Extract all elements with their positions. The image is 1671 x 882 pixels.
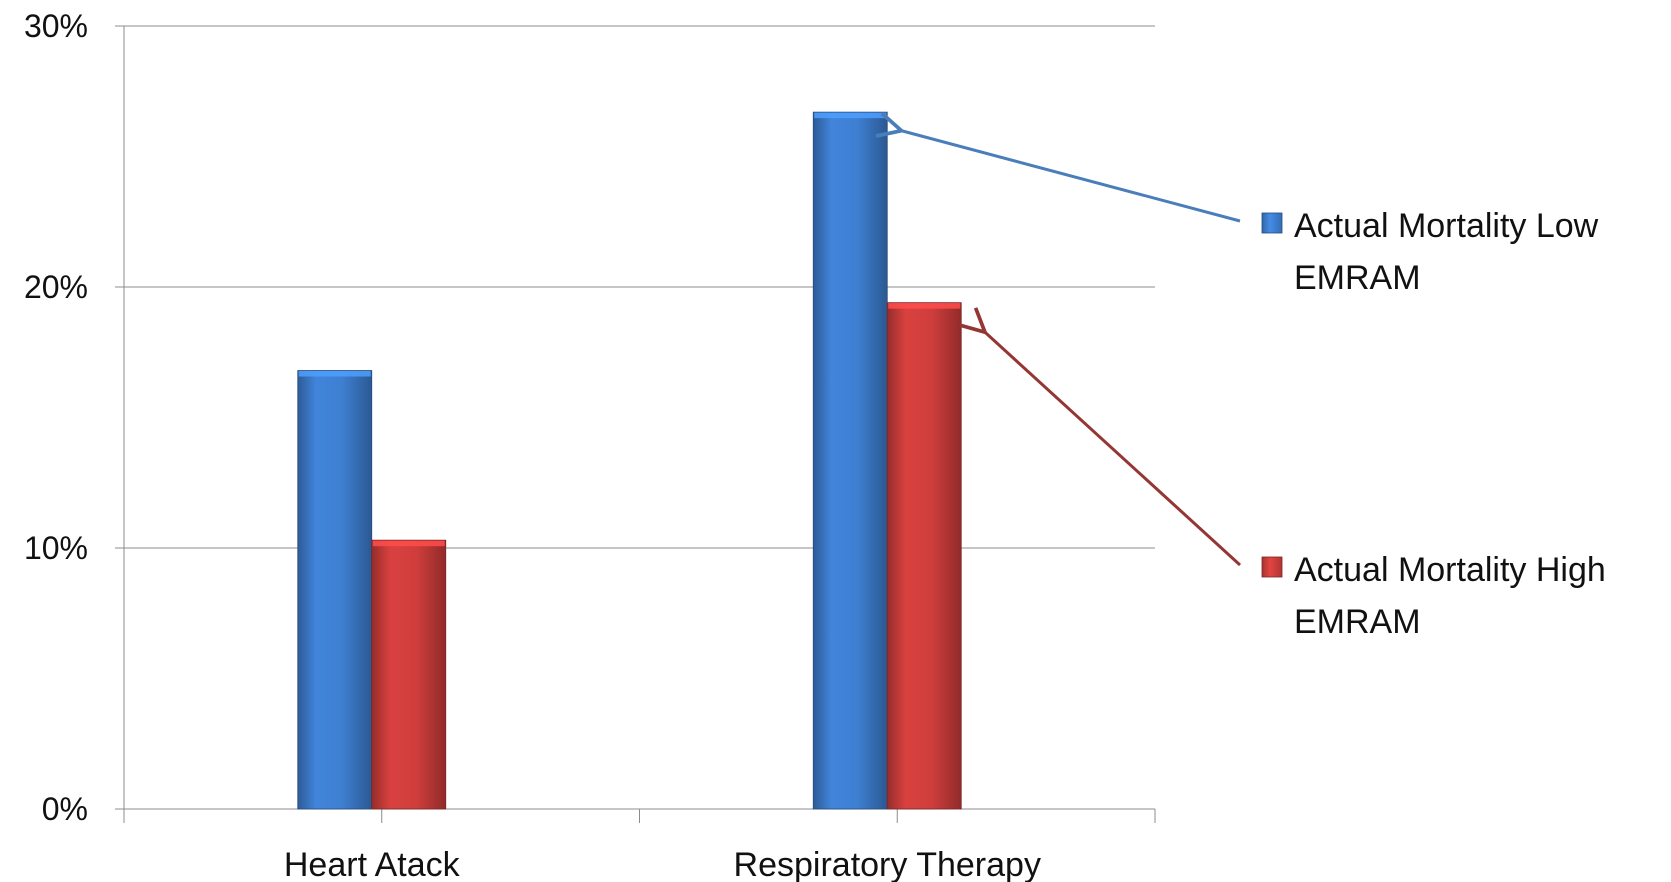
legend-swatch [1261,556,1283,578]
legend-arrow [983,331,1242,567]
legend-label: Actual Mortality High EMRAM [1294,551,1606,641]
x-axis: Heart Atack Respiratory Therapy [123,808,1156,882]
legend-item: Actual Mortality Low EMRAM [1261,207,1599,297]
x-category-label: Heart Atack [284,846,461,882]
gridlines [124,25,1155,549]
y-tick-label: 10% [24,530,88,566]
bar [297,370,373,810]
y-axis: 0% 10% 20% 30% [24,8,125,827]
legend-swatch [1261,212,1283,234]
bar [886,302,962,810]
legend-arrows [899,130,1242,567]
bars [297,111,962,810]
legend-label: Actual Mortality Low EMRAM [1294,207,1599,297]
bar [371,539,447,810]
legend: Actual Mortality Low EMRAM Actual Mortalit… [1261,207,1606,641]
y-tick-label: 0% [42,791,88,827]
y-tick-label: 30% [24,8,88,44]
legend-arrow [899,130,1241,223]
x-category-label: Respiratory Therapy [734,846,1041,882]
bar [812,111,888,810]
y-tick-label: 20% [24,269,88,305]
legend-item: Actual Mortality High EMRAM [1261,551,1606,641]
